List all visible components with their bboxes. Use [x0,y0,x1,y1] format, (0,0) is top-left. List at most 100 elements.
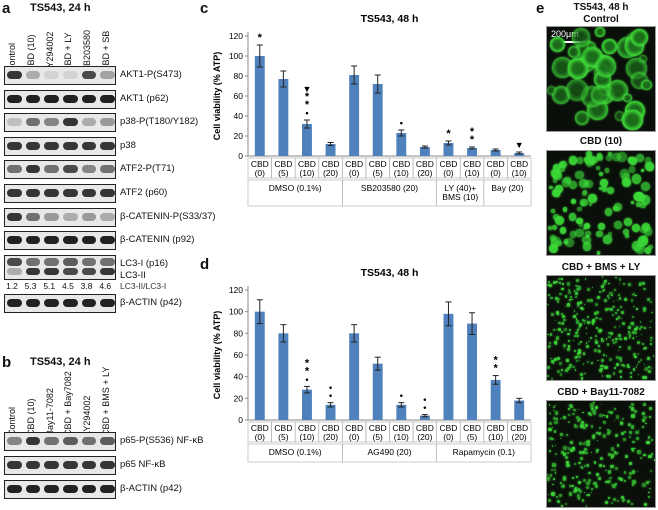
blot-band [7,165,22,174]
cell-spot [620,432,625,436]
cell-spot [596,230,603,238]
cell-spot [609,410,614,415]
cell-spot [605,355,608,358]
bar [349,333,360,420]
cell-spot [643,287,646,291]
cell-spot [618,316,621,319]
category-label: CBD [345,423,363,433]
cell-spot [651,453,654,456]
cell-spot [572,315,576,319]
cell-spot [648,454,652,459]
cell-spot [579,451,582,454]
cell-spot [548,280,551,283]
cell-spot [586,439,591,444]
cell-spot [597,153,603,159]
cell-spot [612,152,621,162]
cell-spot [610,446,615,451]
cell-spot [581,318,585,322]
cell-spot [607,470,612,474]
lc3-ratio-value: 4.5 [62,281,74,292]
cell-spot [584,424,588,428]
cell-spot [651,367,653,369]
bar [325,144,336,156]
cell-spot [600,372,603,374]
cell-spot [598,172,603,177]
cell-spot [636,471,639,473]
category-label: CBD [463,159,481,169]
bar [419,147,430,156]
cell-spot [633,193,641,200]
lc3-ratio-value: 5.3 [24,281,37,292]
cell-spot [597,359,599,362]
cell-spot [549,332,553,336]
cell-spot [573,310,576,312]
cell-spot [585,182,589,186]
blot-band [7,437,22,445]
panel-letter-c: c [200,0,209,17]
cell-spot [586,464,589,467]
cell-spot [600,285,604,289]
cell-spot [608,411,611,414]
cell-spot [639,358,642,361]
cell-spot [600,403,603,406]
blot-row [4,254,116,280]
cell-spot [648,491,650,494]
y-tick-label: 20 [234,131,244,141]
micrograph-cbd-bms-ly [546,275,656,381]
cell-spot [610,501,614,505]
category-label: (10) [512,168,527,178]
cell-spot [561,313,563,316]
lc3-ratio-value: 5.1 [43,281,56,292]
lc3-ratio-label: LC3-II/LC3-I [120,281,167,292]
cell-spot [577,304,580,307]
cell-spot [632,449,635,452]
significance-mark: • [305,374,308,384]
cell-spot [554,342,558,346]
cell-spot [604,501,608,504]
cell-spot [576,312,579,316]
cell-spot [577,349,581,352]
blot-band [63,71,78,79]
cell-spot [548,494,550,496]
cell-spot [551,426,554,428]
significance-mark: * [493,363,498,375]
cell-spot [591,286,593,288]
cell-spot [616,299,619,302]
cell-spot [614,111,625,121]
cell-spot [586,443,590,447]
cell-spot [586,495,588,497]
cell-spot [643,227,653,237]
cell-spot [634,355,637,359]
blot-band [25,212,41,221]
blot-row-label: ATF2 (p60) [120,187,168,198]
cell-spot [622,228,630,236]
cell-spot [619,305,623,309]
blot-row [4,231,116,251]
cell-spot [615,415,619,419]
cell-spot [632,440,635,443]
cell-spot [602,414,605,417]
cell-spot [559,281,562,284]
blot-band [44,189,59,197]
cell-spot [649,415,652,418]
cell-spot [551,444,554,447]
cell-spot [646,440,650,445]
cell-spot [602,353,606,356]
cell-spot [575,279,579,283]
cell-spot [594,349,597,352]
category-label: (5) [373,168,384,178]
cell-spot [607,481,609,484]
cell-spot [567,58,588,79]
cell-spot [646,298,650,302]
blot-band [100,94,115,103]
blot-band [63,165,78,174]
blot-band [63,94,78,103]
blot-band [100,71,115,79]
bar [467,148,477,156]
blot-band [81,236,97,245]
blot-band [25,461,41,469]
cell-spot [578,355,581,358]
cell-spot [598,426,601,429]
blot-band [44,141,59,150]
chart-c: TS543, 48 h Cell viability (% ATP) 0 20 40 60… [212,13,532,207]
